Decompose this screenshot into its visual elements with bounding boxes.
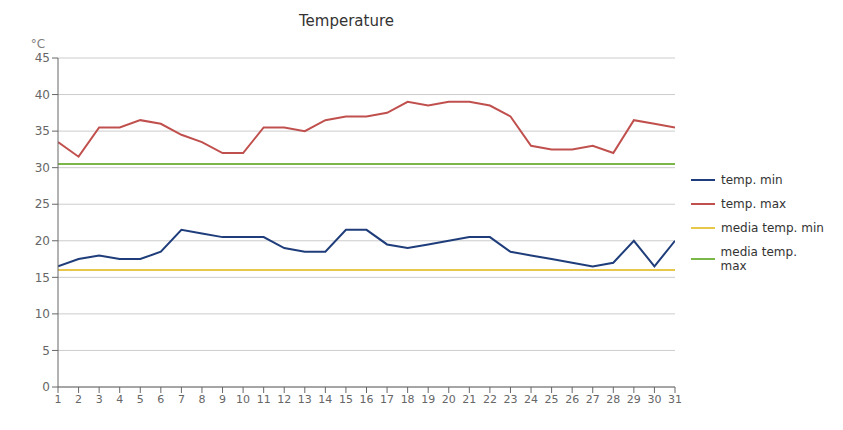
svg-text:9: 9 (219, 393, 226, 406)
svg-text:20: 20 (442, 393, 456, 406)
svg-text:13: 13 (298, 393, 312, 406)
svg-text:27: 27 (586, 393, 600, 406)
svg-text:10: 10 (35, 307, 50, 321)
svg-text:19: 19 (421, 393, 435, 406)
svg-text:31: 31 (668, 393, 682, 406)
svg-text:15: 15 (35, 271, 50, 285)
svg-text:14: 14 (318, 393, 332, 406)
svg-text:17: 17 (380, 393, 394, 406)
html-text:temp. max: temp. max (721, 197, 787, 211)
svg-text:2: 2 (75, 393, 82, 406)
svg-text:10: 10 (236, 393, 250, 406)
svg-text:29: 29 (627, 393, 641, 406)
svg-text:21: 21 (462, 393, 476, 406)
svg-text:28: 28 (606, 393, 620, 406)
svg-text:5: 5 (42, 344, 50, 358)
html-text:media temp. min: media temp. min (721, 221, 824, 235)
svg-text:0: 0 (42, 380, 50, 394)
svg-text:15: 15 (339, 393, 353, 406)
svg-text:40: 40 (35, 88, 50, 102)
svg-text:3: 3 (96, 393, 103, 406)
svg-text:20: 20 (35, 234, 50, 248)
html-text:Temperature: Temperature (299, 12, 394, 30)
svg-text:1: 1 (55, 393, 62, 406)
svg-text:6: 6 (157, 393, 164, 406)
svg-text:7: 7 (178, 393, 185, 406)
svg-text:25: 25 (35, 197, 50, 211)
svg-text:45: 45 (35, 51, 50, 65)
svg-text:30: 30 (35, 161, 50, 175)
svg-text:5: 5 (137, 393, 144, 406)
svg-text:22: 22 (483, 393, 497, 406)
svg-text:4: 4 (116, 393, 123, 406)
svg-text:11: 11 (257, 393, 271, 406)
svg-text:°C: °C (31, 37, 45, 51)
svg-text:30: 30 (647, 393, 661, 406)
svg-text:26: 26 (565, 393, 579, 406)
html-text:temp. min: temp. min (721, 173, 783, 187)
svg-text:25: 25 (545, 393, 559, 406)
svg-text:8: 8 (198, 393, 205, 406)
svg-text:24: 24 (524, 393, 538, 406)
svg-text:16: 16 (360, 393, 374, 406)
html-text:media temp. max: media temp. max (720, 245, 797, 273)
svg-text:23: 23 (503, 393, 517, 406)
svg-text:18: 18 (401, 393, 415, 406)
svg-text:12: 12 (277, 393, 291, 406)
svg-text:35: 35 (35, 124, 50, 138)
